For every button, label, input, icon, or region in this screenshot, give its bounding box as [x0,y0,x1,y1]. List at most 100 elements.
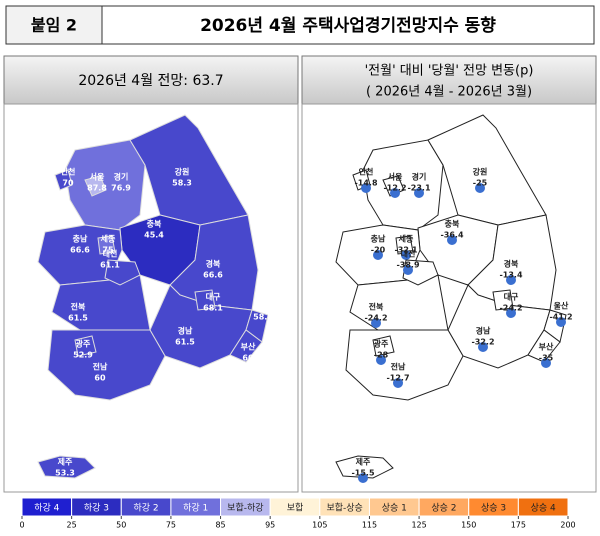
legend-tick-label: 125 [411,521,426,530]
region-name: 세종 [101,234,116,244]
change-marker [403,265,413,275]
region-name: 전북 [369,302,384,312]
region-name: 경북 [504,259,519,269]
region-name: 서울 [90,172,105,182]
legend-label: 상승 3 [481,503,506,514]
change-marker [390,188,400,198]
change-marker [373,250,383,260]
region [194,289,216,311]
region-value: 70 [62,179,74,188]
region-name: 서울 [388,172,403,182]
region-name: 충남 [73,234,88,244]
region-name: 광주 [374,339,389,349]
region-value: -15.5 [351,469,374,478]
change-marker [401,250,411,260]
legend-label: 상승 2 [431,503,456,514]
region-value: 66.6 [203,271,223,280]
region-name: 울산 [256,301,271,311]
region-name: 전남 [391,362,406,372]
legend-label: 보합-상승 [326,503,362,514]
region-value: 58.8 [253,313,273,322]
region-name: 충북 [147,219,162,229]
region [54,169,73,191]
change-marker [447,235,457,245]
region-value: -12.2 [383,184,406,193]
region-name: 경기 [114,172,129,182]
region-value: 76.9 [111,184,131,193]
change-marker [358,473,368,483]
region [84,175,107,197]
region-name: 강원 [175,167,190,177]
region-value: -32.1 [394,246,417,255]
legend-tick-label: 115 [362,521,377,530]
region-value: 53.3 [55,469,75,478]
region-value: 61.5 [68,314,88,323]
region-value: -20 [371,246,386,255]
region-value: 61.1 [100,261,120,270]
region-name: 전남 [93,362,108,372]
region-value: 87.8 [87,184,107,193]
region-value: -12.7 [386,374,409,383]
tag-box [5,5,103,45]
region [492,289,514,311]
legend-tick-label: 95 [265,521,275,530]
region-value: 66.6 [70,246,90,255]
right-heading-line: '전월' 대비 '당월' 전망 변동(p) [365,64,534,79]
region-value: -36.4 [440,231,463,240]
region-name: 대구 [504,292,519,302]
left-heading: 2026년 4월 전망: 63.7 [78,73,223,89]
region-value: -32.2 [471,338,494,347]
left-panel [3,103,299,493]
change-marker [478,342,488,352]
region-value: 60 [242,354,254,363]
region-name: 부산 [241,342,256,352]
region-value: 68.1 [203,304,223,313]
legend-label: 하강 3 [84,503,109,514]
legend-tick-label: 25 [67,521,77,530]
legend-label: 하강 4 [34,503,59,514]
right-panel [301,103,597,493]
region-value: -24.2 [364,314,387,323]
region-name: 경북 [206,259,221,269]
legend-tick-label: 75 [166,521,176,530]
region [229,329,263,363]
change-marker [414,188,424,198]
legend-tick-label: 150 [461,521,476,530]
region [395,235,414,255]
region-name: 전북 [71,302,86,312]
region-name: 광주 [76,339,91,349]
region-name: 제주 [356,457,371,467]
change-marker [475,183,485,193]
region-value: -14.8 [354,179,377,188]
region-name: 인천 [61,167,76,177]
region [104,259,141,286]
change-marker [506,275,516,285]
legend-label: 상승 1 [382,503,407,514]
region-name: 울산 [554,301,569,311]
left-heading-box [3,55,299,105]
legend-tick-label: 85 [215,521,225,530]
region [372,335,395,357]
legend-tick-label: 175 [511,521,526,530]
region-name: 경남 [178,326,193,336]
tag: 붙임 2 [31,16,77,35]
region-value: 75 [102,246,114,255]
legend-label: 하강 2 [134,503,159,514]
change-marker [376,355,386,365]
region-name: 경기 [412,172,427,182]
region-value: -24.2 [499,304,522,313]
region-value: 61.5 [175,338,195,347]
region-name: 대구 [206,292,221,302]
region-name: 충북 [445,219,460,229]
region-name: 부산 [539,342,554,352]
legend-label: 보합-하강 [227,503,263,514]
region [37,455,96,479]
region-name: 대전 [103,249,118,259]
region [74,335,97,357]
legend-tick-label: 105 [312,521,327,530]
region-value: -38.9 [396,261,419,270]
region-name: 충남 [371,234,386,244]
change-marker [556,317,566,327]
change-marker [371,318,381,328]
region-value: -23.1 [407,184,430,193]
